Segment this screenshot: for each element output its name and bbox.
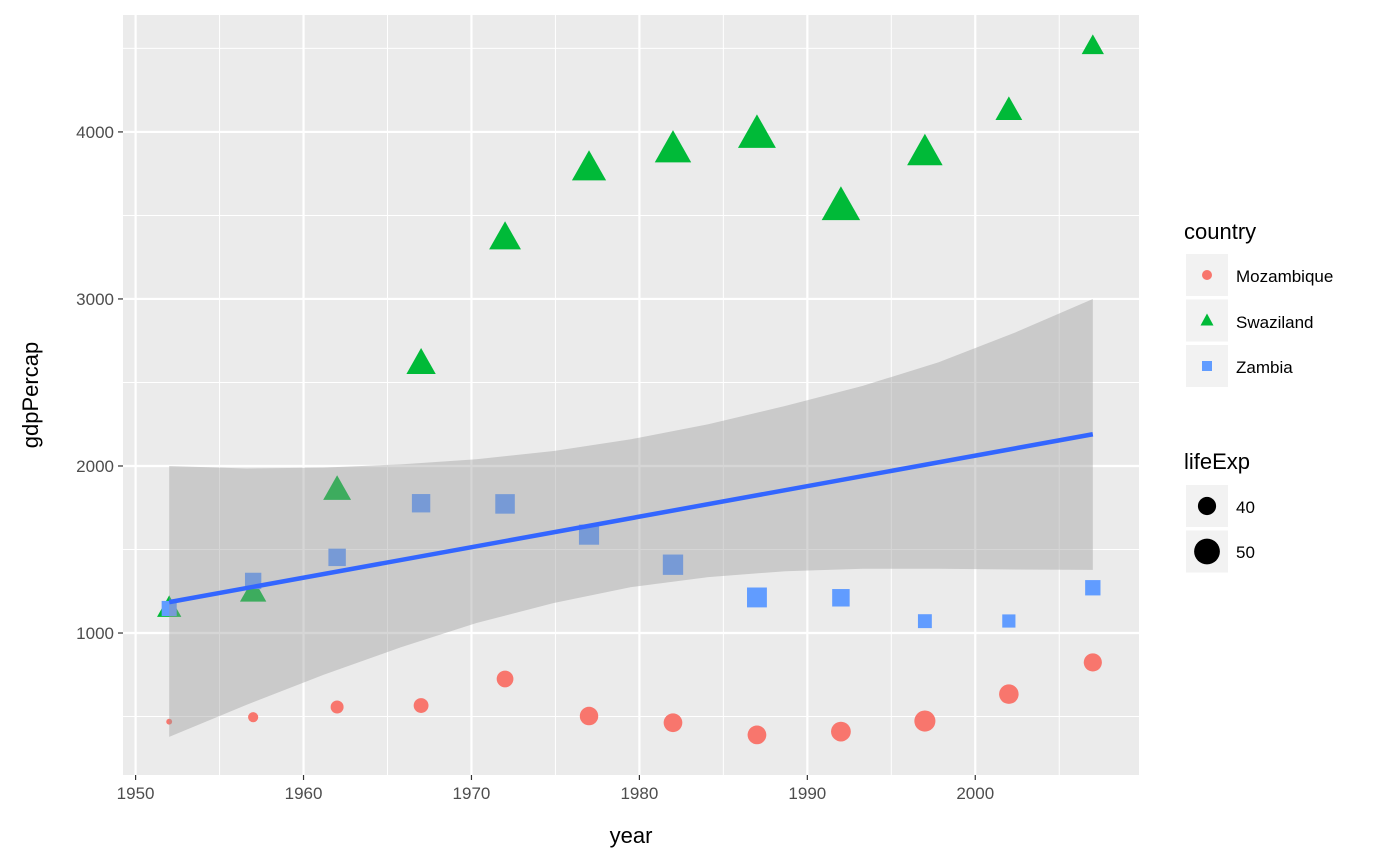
legend-country: country Mozambique Swaziland Zambia xyxy=(1184,219,1333,387)
x-axis-title: year xyxy=(610,823,653,848)
y-tick-label: 4000 xyxy=(76,123,114,142)
axis-ticks: 1950 1960 1970 1980 1990 2000 1000 2000 3000 4000 xyxy=(76,123,994,803)
point-swaziland xyxy=(406,348,436,374)
x-tick-label: 2000 xyxy=(956,784,994,803)
point-swaziland xyxy=(323,475,352,500)
point-swaziland xyxy=(654,130,692,163)
legend-key-size-50 xyxy=(1194,538,1220,565)
legend-label-swaziland: Swaziland xyxy=(1236,313,1314,332)
point-mozambique xyxy=(1083,653,1102,672)
legend-key-mozambique xyxy=(1202,270,1212,280)
point-zambia xyxy=(662,554,684,575)
point-swaziland xyxy=(239,578,267,602)
point-zambia xyxy=(917,614,932,629)
x-tick-label: 1960 xyxy=(285,784,323,803)
x-tick-label: 1990 xyxy=(788,784,826,803)
x-tick-label: 1980 xyxy=(620,784,658,803)
x-tick-label: 1970 xyxy=(453,784,491,803)
point-zambia xyxy=(832,589,850,607)
point-mozambique xyxy=(413,698,429,713)
point-zambia xyxy=(747,587,767,608)
legend-key-size-40 xyxy=(1197,496,1217,516)
point-mozambique xyxy=(831,721,851,742)
gridlines xyxy=(123,15,1139,775)
legend-lifeexp: lifeExp 40 50 xyxy=(1184,449,1255,573)
point-mozambique xyxy=(579,706,599,726)
point-zambia xyxy=(411,494,431,513)
point-swaziland xyxy=(1081,34,1104,55)
legend-label-zambia: Zambia xyxy=(1236,358,1293,377)
x-tick-label: 1950 xyxy=(117,784,155,803)
data-points xyxy=(157,34,1104,745)
point-mozambique xyxy=(999,684,1019,704)
point-swaziland xyxy=(571,150,607,181)
y-tick-label: 1000 xyxy=(76,624,114,643)
point-zambia xyxy=(578,524,600,545)
point-swaziland xyxy=(995,96,1023,121)
legend-lifeexp-title: lifeExp xyxy=(1184,449,1250,474)
point-mozambique xyxy=(747,725,767,745)
legend-country-title: country xyxy=(1184,219,1256,244)
y-tick-label: 3000 xyxy=(76,290,114,309)
point-mozambique xyxy=(330,700,344,714)
point-mozambique xyxy=(914,710,936,732)
point-mozambique xyxy=(166,718,173,725)
legend-key-zambia xyxy=(1202,361,1212,371)
point-swaziland xyxy=(907,133,943,166)
y-tick-label: 2000 xyxy=(76,457,114,476)
point-swaziland xyxy=(489,221,521,250)
point-swaziland xyxy=(821,186,861,221)
point-swaziland xyxy=(737,114,776,148)
legend-label-40: 40 xyxy=(1236,498,1255,517)
point-zambia xyxy=(328,548,346,567)
trend-line xyxy=(168,432,1094,605)
legend-key-swaziland xyxy=(1200,313,1214,326)
legend-label-mozambique: Mozambique xyxy=(1236,267,1333,286)
point-mozambique xyxy=(248,712,259,723)
plot-panel xyxy=(123,15,1139,775)
legend-label-50: 50 xyxy=(1236,543,1255,562)
point-mozambique xyxy=(496,670,514,688)
y-axis-title: gdpPercap xyxy=(18,342,43,448)
point-mozambique xyxy=(663,713,683,733)
trend-line-group xyxy=(168,432,1094,605)
point-zambia xyxy=(495,494,515,514)
point-zambia xyxy=(1085,580,1101,596)
point-zambia xyxy=(1002,614,1016,628)
point-zambia xyxy=(161,600,177,617)
